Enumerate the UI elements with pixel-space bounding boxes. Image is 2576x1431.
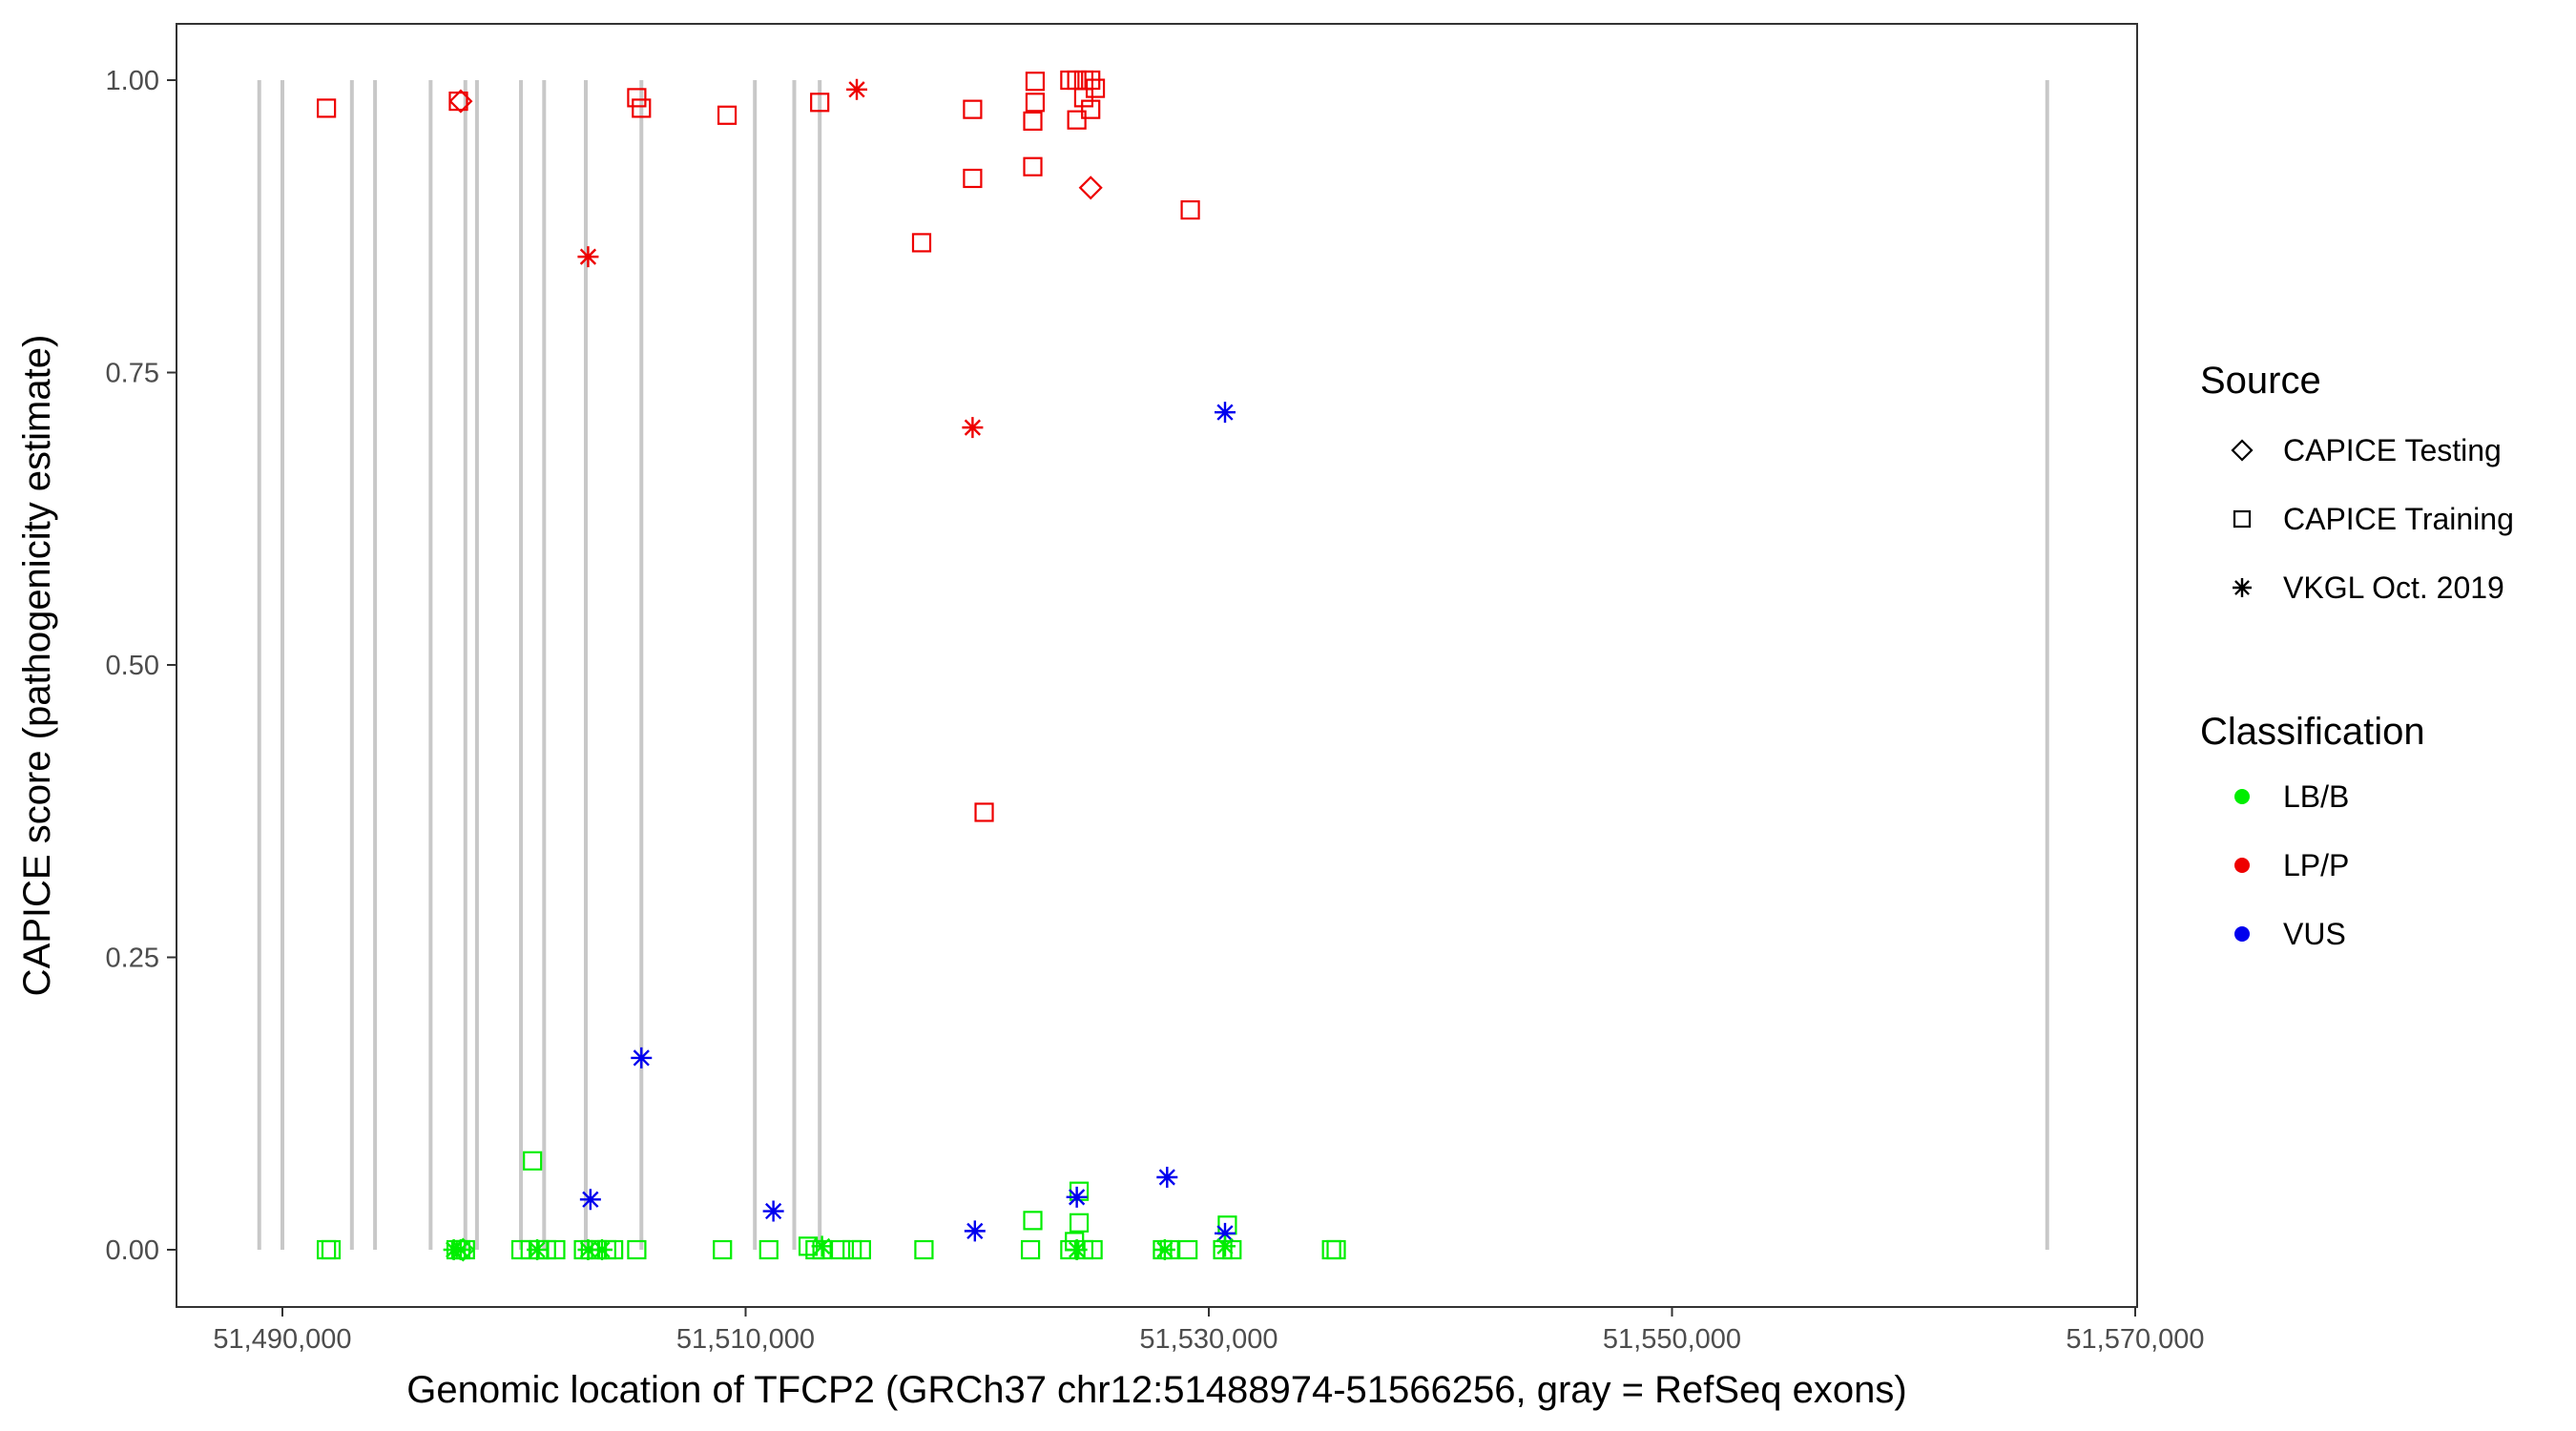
exon-bar — [428, 80, 433, 1250]
legend-source-label: CAPICE Testing — [2283, 433, 2502, 467]
data-point — [527, 1239, 549, 1260]
data-point — [321, 1239, 342, 1260]
data-point — [1214, 1222, 1236, 1244]
exon-bar — [373, 80, 378, 1250]
data-point — [1178, 1239, 1198, 1260]
data-point — [717, 105, 737, 125]
data-point — [963, 168, 983, 189]
data-point — [846, 78, 868, 100]
data-point — [591, 1239, 613, 1260]
data-point — [449, 1239, 471, 1260]
data-point — [1066, 1186, 1088, 1208]
exon-bar — [257, 80, 261, 1250]
data-point — [577, 246, 599, 268]
data-point — [1073, 88, 1094, 108]
data-point — [1025, 72, 1046, 92]
legend-source-label: CAPICE Training — [2283, 502, 2514, 536]
data-point — [1153, 1239, 1175, 1260]
legend-classification: Classification LB/B LP/P VUS — [2200, 711, 2425, 951]
x-tick-label: 51,570,000 — [2066, 1324, 2204, 1355]
data-point — [1069, 1213, 1090, 1233]
exon-bar — [542, 80, 547, 1250]
data-point — [1326, 1239, 1346, 1260]
axis-layer: 51,490,000 51,510,000 51,530,000 51,550,000… — [106, 66, 2205, 1355]
data-point — [1067, 110, 1087, 130]
data-point — [1020, 1239, 1041, 1260]
data-point — [1023, 156, 1043, 176]
data-point — [523, 1151, 543, 1171]
legend-class-key — [2234, 858, 2250, 873]
data-point — [577, 1239, 599, 1260]
exon-bar — [280, 80, 284, 1250]
data-point — [830, 1239, 851, 1260]
data-point — [810, 93, 830, 113]
y-axis-title: CAPICE score (pathogenicity estimate) — [16, 335, 58, 997]
legend-classification-title: Classification — [2200, 711, 2425, 753]
data-point — [448, 91, 468, 112]
y-tick-label: 1.00 — [106, 66, 159, 96]
y-tick-label: 0.25 — [106, 944, 159, 974]
data-point — [1066, 1239, 1088, 1260]
exon-bar — [2045, 80, 2049, 1250]
data-point — [1180, 199, 1200, 220]
y-tick-label: 0.75 — [106, 359, 159, 389]
data-point — [914, 1239, 934, 1260]
data-point — [963, 99, 983, 119]
data-point — [1214, 402, 1236, 424]
data-point — [1078, 176, 1103, 200]
data-point — [1023, 1211, 1043, 1231]
exon-bar — [584, 80, 589, 1250]
data-point — [1081, 99, 1101, 119]
legend-class-label: LB/B — [2283, 779, 2349, 814]
legend-class-label: VUS — [2283, 917, 2346, 951]
exon-bar — [474, 80, 479, 1250]
exon-bar — [463, 80, 467, 1250]
legend-source: Source CAPICE Testing CAPICE Training VKGL… — [2200, 360, 2514, 605]
legend-source-key — [2233, 509, 2252, 529]
legend-source-key — [2231, 439, 2254, 462]
legend-class-label: LP/P — [2283, 848, 2349, 882]
data-point — [627, 1239, 647, 1260]
data-point — [758, 1239, 779, 1260]
data-point — [1214, 1235, 1236, 1257]
legend-source-key — [2233, 578, 2252, 597]
data-point — [317, 98, 337, 118]
data-point — [851, 1239, 871, 1260]
x-tick-label: 51,550,000 — [1603, 1324, 1741, 1355]
point-layer — [317, 70, 1346, 1262]
exon-bar — [519, 80, 524, 1250]
y-tick-label: 0.00 — [106, 1235, 159, 1266]
data-point — [1023, 111, 1043, 132]
exon-bar — [792, 80, 797, 1250]
x-tick-label: 51,510,000 — [676, 1324, 815, 1355]
exon-bar — [639, 80, 644, 1250]
x-axis-title: Genomic location of TFCP2 (GRCh37 chr12:… — [406, 1369, 1906, 1411]
data-point — [632, 98, 652, 118]
y-tick-label: 0.50 — [106, 651, 159, 681]
legend-class-key — [2234, 926, 2250, 942]
data-point — [762, 1200, 784, 1222]
data-point — [579, 1189, 601, 1211]
legend-source-label: VKGL Oct. 2019 — [2283, 570, 2504, 605]
legend-source-title: Source — [2200, 360, 2321, 402]
legend-class-key — [2234, 789, 2250, 804]
x-tick-label: 51,530,000 — [1139, 1324, 1278, 1355]
exon-bar — [349, 80, 354, 1250]
data-point — [962, 417, 984, 439]
data-point — [713, 1239, 733, 1260]
data-point — [811, 1235, 833, 1257]
data-point — [1156, 1166, 1178, 1188]
x-tick-label: 51,490,000 — [213, 1324, 351, 1355]
data-point — [974, 802, 994, 822]
data-point — [627, 88, 647, 108]
exon-bar — [818, 80, 822, 1250]
exon-bar — [753, 80, 758, 1250]
data-point — [911, 233, 932, 253]
data-point — [964, 1220, 986, 1242]
exon-layer — [257, 80, 2049, 1250]
data-point — [1025, 93, 1046, 113]
data-point — [631, 1047, 653, 1068]
